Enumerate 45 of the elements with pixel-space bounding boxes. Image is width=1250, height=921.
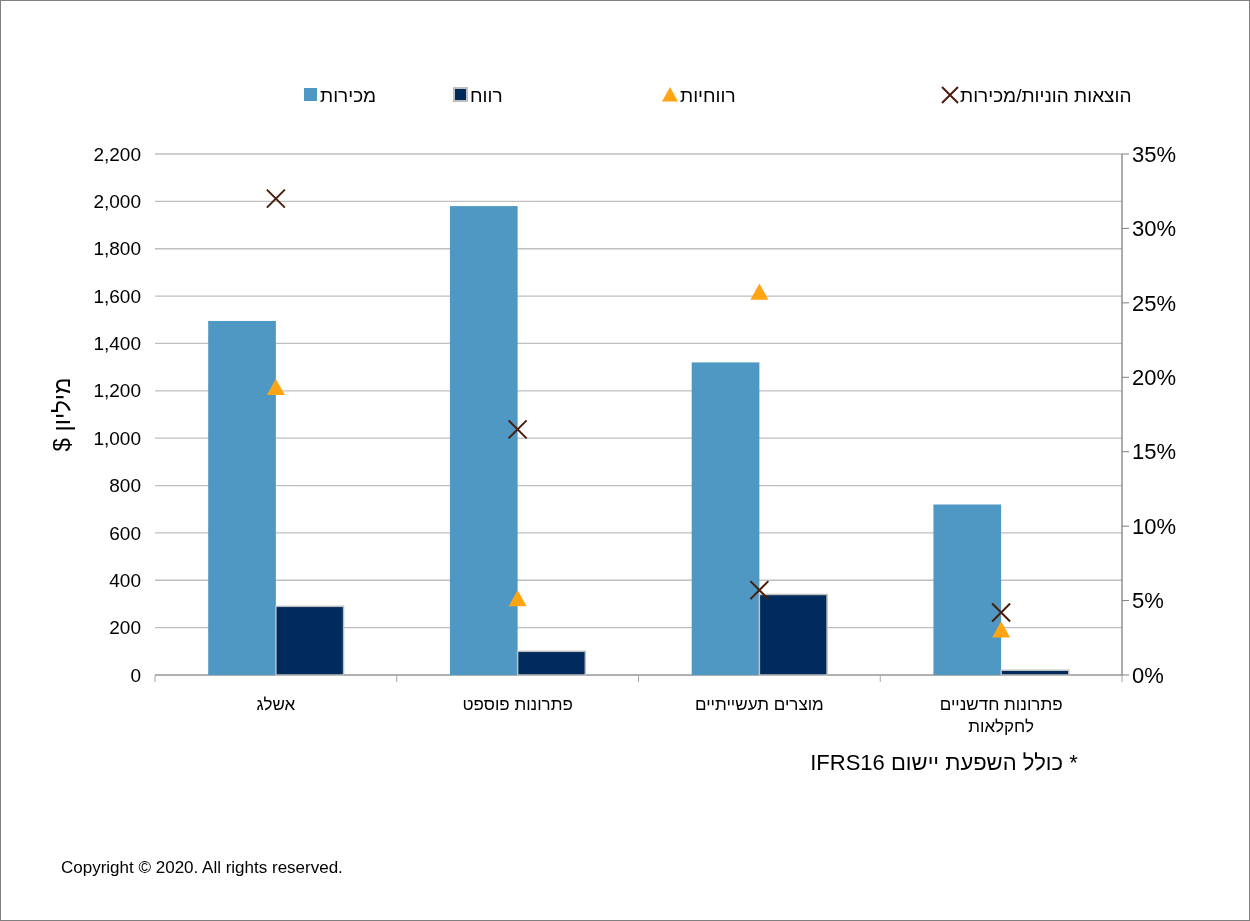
legend-label: מכירות — [320, 84, 377, 106]
bar — [933, 504, 1002, 675]
legend-label: רווח — [470, 84, 503, 106]
y-tick-label: 200 — [109, 617, 141, 639]
y2-tick-label: 0% — [1132, 662, 1164, 688]
y-tick-label: 600 — [109, 522, 141, 544]
y2-tick-label: 10% — [1132, 513, 1177, 539]
y2-tick-label: 5% — [1132, 588, 1164, 614]
text: Copyright © 2020. All rights reserved. — [61, 858, 343, 877]
y-tick-label: 1,400 — [93, 333, 141, 355]
bar — [691, 362, 760, 675]
point — [508, 590, 527, 607]
x-tick-label: פתרונות חדשניים לחקלאות — [939, 695, 1063, 736]
y2-tick-label: 15% — [1132, 439, 1177, 465]
point — [507, 419, 528, 440]
bar — [208, 320, 276, 675]
y-tick-label: 2,200 — [93, 143, 141, 165]
x-tick-label: מוצרים תעשייתיים — [695, 695, 824, 714]
y-tick-label: 400 — [109, 569, 141, 591]
bar — [449, 206, 518, 675]
point — [992, 621, 1011, 638]
y-tick-label: 1,000 — [93, 427, 141, 449]
x-tick-label: פתרונות פוספט — [462, 695, 573, 714]
point — [749, 580, 770, 601]
point — [750, 283, 769, 300]
point — [266, 378, 285, 395]
bar — [516, 650, 587, 676]
y-tick-label: 2,000 — [93, 191, 141, 213]
y-tick-label: 1,200 — [93, 380, 141, 402]
y-tick-label: 1,800 — [93, 238, 141, 260]
y2-tick-label: 30% — [1132, 216, 1177, 242]
bar — [1000, 669, 1070, 676]
point — [265, 188, 286, 209]
y2-tick-label: 35% — [1132, 141, 1177, 167]
y2-tick-label: 20% — [1132, 364, 1177, 390]
y2-tick-label: 25% — [1132, 290, 1177, 316]
legend-label: הוצאות הוניות/מכירות — [960, 84, 1132, 106]
text: * כולל השפעת יישום IFRS16 — [810, 750, 1079, 775]
y-tick-label: 0 — [130, 664, 141, 686]
y-tick-label: 1,600 — [93, 285, 141, 307]
y-axis-title: מיליון $ — [48, 377, 75, 452]
point — [991, 602, 1012, 623]
legend-label: רווחיות — [680, 84, 736, 106]
x-tick-label: אשלג — [256, 695, 296, 714]
y-tick-label: 800 — [109, 475, 141, 497]
